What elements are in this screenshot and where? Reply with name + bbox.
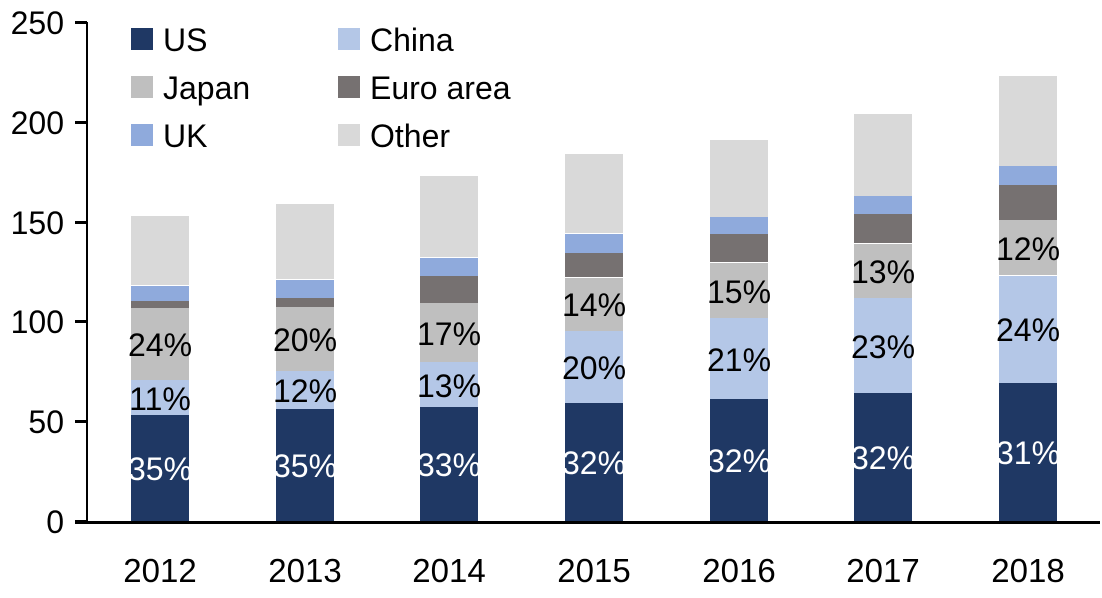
- bar-2012-segment-uk: [131, 285, 189, 301]
- y-tick-200: [75, 121, 87, 124]
- bar-label-china-2014: 13%: [416, 367, 482, 404]
- bar-2012-segment-china: [131, 380, 189, 416]
- x-axis-line: [75, 521, 1100, 524]
- bar-2015-segment-other: [565, 153, 623, 234]
- bar-label-japan-2015: 14%: [561, 287, 627, 324]
- bar-2018-segment-china: [999, 275, 1057, 384]
- bar-label-china-2018: 24%: [995, 312, 1061, 349]
- bar-label-us-2017: 32%: [850, 440, 916, 477]
- bar-2016-segment-china: [710, 318, 768, 400]
- bar-2012-segment-euro-area: [131, 300, 189, 309]
- bar-2015-segment-us: [565, 403, 623, 521]
- bar-2018-segment-other: [999, 75, 1057, 166]
- legend-swatch-uk: [131, 124, 153, 146]
- bar-2017-segment-uk: [854, 195, 912, 214]
- bar-label-us-2014: 33%: [416, 447, 482, 484]
- bar-2017-segment-other: [854, 113, 912, 196]
- legend-swatch-other: [338, 124, 360, 146]
- y-tick-150: [75, 221, 87, 224]
- bar-2012-segment-other: [131, 215, 189, 286]
- bar-label-japan-2017: 13%: [850, 254, 916, 290]
- bar-label-japan-2013: 20%: [272, 322, 338, 359]
- bar-label-china-2013: 12%: [272, 373, 338, 410]
- bar-label-us-2018: 31%: [995, 435, 1061, 472]
- x-label-2016: 2016: [702, 552, 776, 589]
- y-tick-label-0: 0: [46, 504, 64, 540]
- bar-2013-segment-us: [276, 409, 334, 521]
- x-label-2014: 2014: [412, 552, 486, 589]
- legend-label-us: US: [163, 22, 208, 58]
- bar-label-china-2016: 21%: [706, 341, 772, 378]
- y-tick-label-100: 100: [10, 304, 64, 340]
- bar-2013-segment-china: [276, 371, 334, 410]
- bar-label-japan-2012: 24%: [127, 327, 193, 364]
- legend-swatch-euro-area: [338, 76, 360, 98]
- y-tick-label-200: 200: [10, 105, 64, 141]
- legend-label-china: China: [370, 22, 454, 58]
- bar-2016-segment-uk: [710, 216, 768, 234]
- bar-2014-segment-japan: [420, 303, 478, 363]
- bar-2014-segment-china: [420, 362, 478, 408]
- legend-swatch-japan: [131, 76, 153, 98]
- bar-2017-segment-china: [854, 298, 912, 394]
- bar-label-japan-2016: 15%: [706, 273, 772, 310]
- bar-label-us-2012: 35%: [127, 451, 193, 488]
- bar-2015-segment-uk: [565, 233, 623, 253]
- bar-2017-segment-euro-area: [854, 213, 912, 244]
- bar-2013-segment-uk: [276, 279, 334, 298]
- bar-2016-segment-japan: [710, 262, 768, 319]
- legend-label-uk: UK: [163, 118, 208, 154]
- x-label-2017: 2017: [846, 552, 920, 589]
- bar-label-china-2017: 23%: [850, 328, 916, 365]
- bar-label-china-2012: 11%: [129, 380, 191, 417]
- y-tick-label-150: 150: [10, 205, 64, 241]
- y-tick-50: [75, 420, 87, 423]
- bar-2015-segment-euro-area: [565, 252, 623, 278]
- bar-2012-segment-us: [131, 415, 189, 521]
- bar-label-china-2015: 20%: [561, 350, 627, 387]
- bar-label-us-2016: 32%: [706, 443, 772, 480]
- bar-2016-segment-euro-area: [710, 233, 768, 263]
- y-tick-100: [75, 320, 87, 323]
- bar-2018-segment-euro-area: [999, 184, 1057, 220]
- bar-2018-segment-japan: [999, 219, 1057, 276]
- y-tick-label-50: 50: [28, 404, 64, 440]
- bar-2014-segment-euro-area: [420, 275, 478, 304]
- bar-2014-segment-us: [420, 407, 478, 521]
- y-tick-250: [75, 21, 87, 24]
- legend-swatch-china: [338, 28, 360, 50]
- bar-2017-segment-japan: [854, 243, 912, 299]
- bar-2013-segment-other: [276, 203, 334, 280]
- bar-label-japan-2014: 17%: [416, 315, 482, 352]
- bar-2015-segment-japan: [565, 277, 623, 332]
- bar-2013-segment-japan: [276, 307, 334, 372]
- bar-label-japan-2018: 12%: [995, 230, 1061, 267]
- bar-2014-segment-other: [420, 175, 478, 258]
- bar-2016-segment-other: [710, 139, 768, 217]
- bar-label-us-2013: 35%: [272, 448, 338, 485]
- legend-label-japan: Japan: [163, 70, 251, 106]
- bar-2013-segment-euro-area: [276, 297, 334, 308]
- x-label-2012: 2012: [123, 552, 197, 589]
- bar-2016-segment-us: [710, 399, 768, 521]
- bar-2012-segment-japan: [131, 308, 189, 381]
- bar-2014-segment-uk: [420, 257, 478, 276]
- bar-label-us-2015: 32%: [561, 445, 627, 482]
- legend-label-euro-area: Euro area: [370, 70, 511, 106]
- bar-2017-segment-us: [854, 393, 912, 521]
- bar-2018-segment-us: [999, 383, 1057, 521]
- y-axis-line: [86, 22, 88, 521]
- y-tick-label-250: 250: [10, 5, 64, 41]
- x-label-2013: 2013: [268, 552, 342, 589]
- legend-label-other: Other: [370, 118, 451, 154]
- x-label-2018: 2018: [991, 552, 1065, 589]
- bar-2018-segment-uk: [999, 165, 1057, 185]
- legend-swatch-us: [131, 28, 153, 50]
- bar-2015-segment-china: [565, 331, 623, 404]
- x-label-2015: 2015: [557, 552, 631, 589]
